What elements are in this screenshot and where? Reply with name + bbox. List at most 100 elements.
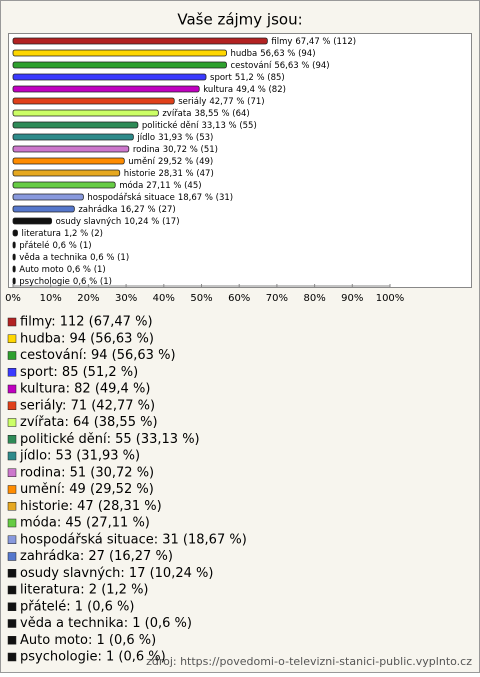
bar-category: hospodářská situace [87,193,174,203]
legend-label: literatura: 2 (1,2 %) [20,583,149,598]
bar-label: cestování 56,63 % (94) [230,61,329,71]
bar-value-label: 51,2 % (85) [235,73,285,83]
bar-value-label: 29,52 % (49) [158,157,213,167]
legend-swatch [7,334,17,343]
bar-value-label: 16,27 % (27) [120,205,175,215]
legend-label: rodina: 51 (30,72 %) [20,465,154,480]
bar [12,205,75,213]
x-tick-label: 60% [228,293,250,304]
legend-swatch [7,451,17,461]
legend-label: politické dění: 55 (33,13 %) [20,432,200,447]
bar [12,193,84,201]
bar-category: Auto moto [19,265,63,275]
bar-category: věda a technika [19,253,87,263]
bar-label: zvířata 38,55 % (64) [162,109,249,119]
legend-swatch [7,384,17,394]
bar-label: Auto moto 0,6 % (1) [19,265,106,275]
bar [12,277,16,285]
bar-label: hospodářská situace 18,67 % (31) [87,193,233,203]
x-tick-label: 30% [115,293,137,304]
x-tick-label: 10% [40,293,62,304]
bar-value-label: 30,72 % (51) [163,145,218,155]
legend-swatch [7,518,17,528]
legend-label: sport: 85 (51,2 %) [20,365,138,380]
bar-category: umění [128,157,155,167]
x-tick-label: 0% [5,293,21,304]
bar-label: rodina 30,72 % (51) [133,145,218,155]
x-tick-label: 70% [266,293,288,304]
bar [12,253,16,261]
x-tick-label: 80% [303,293,325,304]
legend-label: přátelé: 1 (0,6 %) [20,599,135,614]
bar-category: cestování [230,61,271,71]
bar [12,97,175,105]
bar-value-label: 0,6 % (1) [90,253,129,263]
bar-category: zvířata [162,109,191,119]
legend-label: kultura: 82 (49,4 %) [20,382,150,397]
legend-swatch [7,351,17,360]
bar [12,61,227,69]
bar-label: jídlo 31,93 % (53) [136,133,213,143]
bar-label: přátelé 0,6 % (1) [19,240,91,251]
bar-value-label: 56,63 % (94) [260,49,315,59]
legend-swatch [7,502,17,511]
legend-label: umění: 49 (29,52 %) [20,482,154,497]
bar [12,217,53,225]
bar-category: literatura [22,229,61,239]
bar-value-label: 56,63 % (94) [274,61,329,71]
bar-value-label: 67,47 % (112) [295,37,356,47]
legend-label: filmy: 112 (67,47 %) [20,315,153,330]
x-tick-label: 90% [341,293,363,304]
legend-label: hospodářská situace: 31 (18,67 %) [20,532,247,547]
legend-label: jídlo: 53 (31,93 %) [19,449,140,464]
bar [12,133,134,141]
bar-label: věda a technika 0,6 % (1) [19,253,129,263]
bar-value-label: 31,93 % (53) [158,133,213,143]
bar [12,241,16,249]
legend-label: zahrádka: 27 (16,27 %) [20,549,173,564]
bar-category: sport [210,73,233,83]
bar-category: seriály [178,97,206,107]
bar-label: politické dění 33,13 % (55) [142,120,257,131]
bar-label: seriály 42,77 % (71) [178,97,264,107]
bar-value-label: 38,55 % (64) [194,109,249,119]
bar [12,121,139,129]
legend-swatch [7,418,17,427]
legend-swatch [7,602,17,611]
bar-label: zahrádka 16,27 % (27) [78,205,175,215]
legend-swatch [7,401,17,410]
bar-value-label: 27,11 % (45) [146,181,201,191]
bar-label: hudba 56,63 % (94) [230,49,315,59]
chart-title: Vaše zájmy jsou: [177,11,302,29]
legend-swatch [7,468,17,477]
legend-label: móda: 45 (27,11 %) [20,516,150,531]
bar-label: literatura 1,2 % (2) [22,229,103,239]
legend-label: věda a technika: 1 (0,6 %) [20,616,192,631]
bar-label: sport 51,2 % (85) [210,73,285,83]
bar-value-label: 1,2 % (2) [64,229,103,239]
bar-category: hudba [230,49,257,59]
bar-label: psychologie 0,6 % (1) [19,277,112,287]
bar-category: politické dění [142,120,199,131]
x-tick-label: 20% [77,293,99,304]
bar-value-label: 10,24 % (17) [124,217,179,227]
legend-swatch [7,317,17,327]
legend-label: Auto moto: 1 (0,6 %) [20,633,156,648]
bar [12,157,125,165]
legend-swatch [7,552,17,561]
bar-label: filmy 67,47 % (112) [271,37,356,47]
bar [12,37,268,45]
bar-value-label: 42,77 % (71) [209,97,264,107]
bar [12,145,130,153]
bar-category: zahrádka [78,205,117,215]
x-tick-label: 50% [190,293,212,304]
bar-value-label: 0,6 % (1) [67,265,106,275]
bar-category: kultura [203,85,233,95]
bar-value-label: 0,6 % (1) [53,241,92,251]
legend-swatch [7,368,17,377]
bar-category: móda [119,180,143,191]
source: zdroj: https://povedomi-o-televizni-stan… [146,655,472,668]
bar [12,229,18,237]
